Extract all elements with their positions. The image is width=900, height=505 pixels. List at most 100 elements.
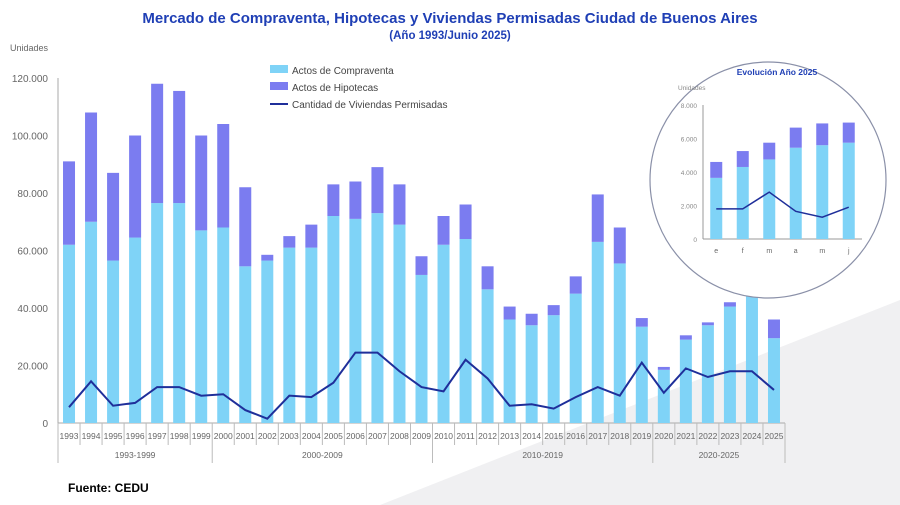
bar-hipotecas-2021 — [679, 335, 692, 340]
bar-hipotecas-2025 — [767, 319, 780, 339]
inset-bar-hipotecas — [842, 122, 855, 143]
x-tick-label: 2025 — [765, 431, 784, 441]
x-tick-label: 1995 — [104, 431, 123, 441]
inset-bar-hipotecas — [816, 123, 829, 146]
bar-hipotecas-2004 — [305, 224, 318, 248]
x-tick-label: 2022 — [698, 431, 717, 441]
bar-compraventa-1997 — [151, 203, 164, 423]
bar-compraventa-2018 — [613, 263, 626, 423]
x-tick-label: 2013 — [500, 431, 519, 441]
bar-compraventa-2009 — [415, 274, 428, 423]
inset-bar-compraventa — [763, 159, 776, 239]
bar-compraventa-2013 — [503, 319, 516, 423]
inset-bar-compraventa — [842, 142, 855, 239]
bar-compraventa-2014 — [525, 325, 538, 423]
x-tick-label: 2024 — [742, 431, 761, 441]
inset-bar-hipotecas — [763, 142, 776, 160]
legend-label: Cantidad de Viviendas Permisadas — [292, 100, 447, 111]
y-tick-label: 0 — [42, 419, 48, 430]
bar-hipotecas-2001 — [239, 187, 252, 267]
inset-y-tick-label: 6.000 — [681, 137, 698, 144]
x-tick-label: 2011 — [456, 431, 475, 441]
x-tick-label: 2016 — [566, 431, 585, 441]
bar-hipotecas-1999 — [195, 135, 208, 231]
inset-x-tick-label: m — [819, 248, 825, 255]
bar-compraventa-2015 — [547, 315, 560, 423]
bar-hipotecas-2012 — [481, 266, 494, 290]
bar-compraventa-2024 — [745, 264, 758, 423]
chart-title: Mercado de Compraventa, Hipotecas y Vivi… — [142, 10, 758, 27]
inset-bar-compraventa — [736, 166, 749, 239]
bar-compraventa-1994 — [85, 221, 98, 423]
inset-x-tick-label: f — [742, 248, 744, 255]
bar-compraventa-2008 — [393, 224, 406, 423]
group-label: 2010-2019 — [522, 450, 563, 460]
bar-compraventa-2004 — [305, 247, 318, 423]
bar-compraventa-2021 — [679, 339, 692, 423]
x-tick-label: 1997 — [148, 431, 167, 441]
x-tick-label: 2018 — [610, 431, 629, 441]
bar-hipotecas-2010 — [437, 216, 450, 245]
chart-subtitle: (Año 1993/Junio 2025) — [389, 30, 511, 42]
inset-y-tick-label: 8.000 — [681, 103, 698, 110]
bar-compraventa-1995 — [107, 260, 120, 423]
bar-hipotecas-2005 — [327, 184, 340, 216]
bar-compraventa-2025 — [767, 338, 780, 423]
inset-x-tick-label: m — [766, 248, 772, 255]
bar-compraventa-2023 — [723, 306, 736, 423]
x-tick-label: 1993 — [60, 431, 79, 441]
bar-hipotecas-1996 — [129, 135, 142, 238]
x-tick-label: 2008 — [390, 431, 409, 441]
inset-y-tick-label: 0 — [693, 237, 697, 244]
x-tick-label: 2021 — [676, 431, 695, 441]
bar-compraventa-2020 — [657, 369, 670, 423]
x-tick-label: 2003 — [280, 431, 299, 441]
bar-compraventa-2017 — [591, 241, 604, 423]
x-tick-label: 2007 — [368, 431, 387, 441]
bar-compraventa-2002 — [261, 260, 274, 423]
bar-hipotecas-1995 — [107, 172, 120, 261]
bar-compraventa-1998 — [173, 203, 186, 423]
bar-hipotecas-2011 — [459, 204, 472, 239]
x-tick-label: 1999 — [192, 431, 211, 441]
bar-hipotecas-2007 — [371, 167, 384, 214]
inset-y-tick-label: 2.000 — [681, 204, 698, 211]
x-tick-label: 2015 — [544, 431, 563, 441]
bar-compraventa-2010 — [437, 244, 450, 423]
inset-y-axis-label: Unidades — [678, 85, 706, 92]
bar-compraventa-2012 — [481, 289, 494, 423]
inset-bar-compraventa — [816, 145, 829, 239]
legend-label: Actos de Compraventa — [292, 66, 394, 77]
bar-hipotecas-2020 — [657, 366, 670, 370]
bar-hipotecas-2022 — [701, 322, 714, 326]
legend-swatch — [270, 82, 288, 90]
y-tick-label: 80.000 — [17, 189, 48, 200]
bar-hipotecas-2002 — [261, 254, 274, 261]
bar-hipotecas-2015 — [547, 305, 560, 316]
group-label: 1993-1999 — [115, 450, 156, 460]
bar-hipotecas-2019 — [635, 318, 648, 327]
inset-title: Evolución Año 2025 — [737, 67, 818, 77]
inset-x-tick-label: e — [714, 248, 718, 255]
inset-bar-compraventa — [789, 147, 802, 239]
x-tick-label: 1996 — [126, 431, 145, 441]
bar-compraventa-2019 — [635, 326, 648, 423]
x-tick-label: 2006 — [346, 431, 365, 441]
bar-hipotecas-2023 — [723, 302, 736, 307]
x-tick-label: 2001 — [236, 431, 255, 441]
bar-hipotecas-2016 — [569, 276, 582, 294]
x-tick-label: 2019 — [632, 431, 651, 441]
bar-hipotecas-2003 — [283, 236, 296, 248]
bar-hipotecas-2008 — [393, 184, 406, 225]
y-tick-label: 60.000 — [17, 247, 48, 258]
inset-bar-hipotecas — [736, 151, 749, 167]
x-tick-label: 2014 — [522, 431, 541, 441]
bar-compraventa-2022 — [701, 325, 714, 423]
bar-compraventa-2001 — [239, 266, 252, 423]
bar-hipotecas-2009 — [415, 256, 428, 275]
bar-compraventa-1996 — [129, 237, 142, 423]
bar-hipotecas-2000 — [217, 124, 230, 228]
bar-hipotecas-2013 — [503, 306, 516, 320]
x-tick-label: 1998 — [170, 431, 189, 441]
